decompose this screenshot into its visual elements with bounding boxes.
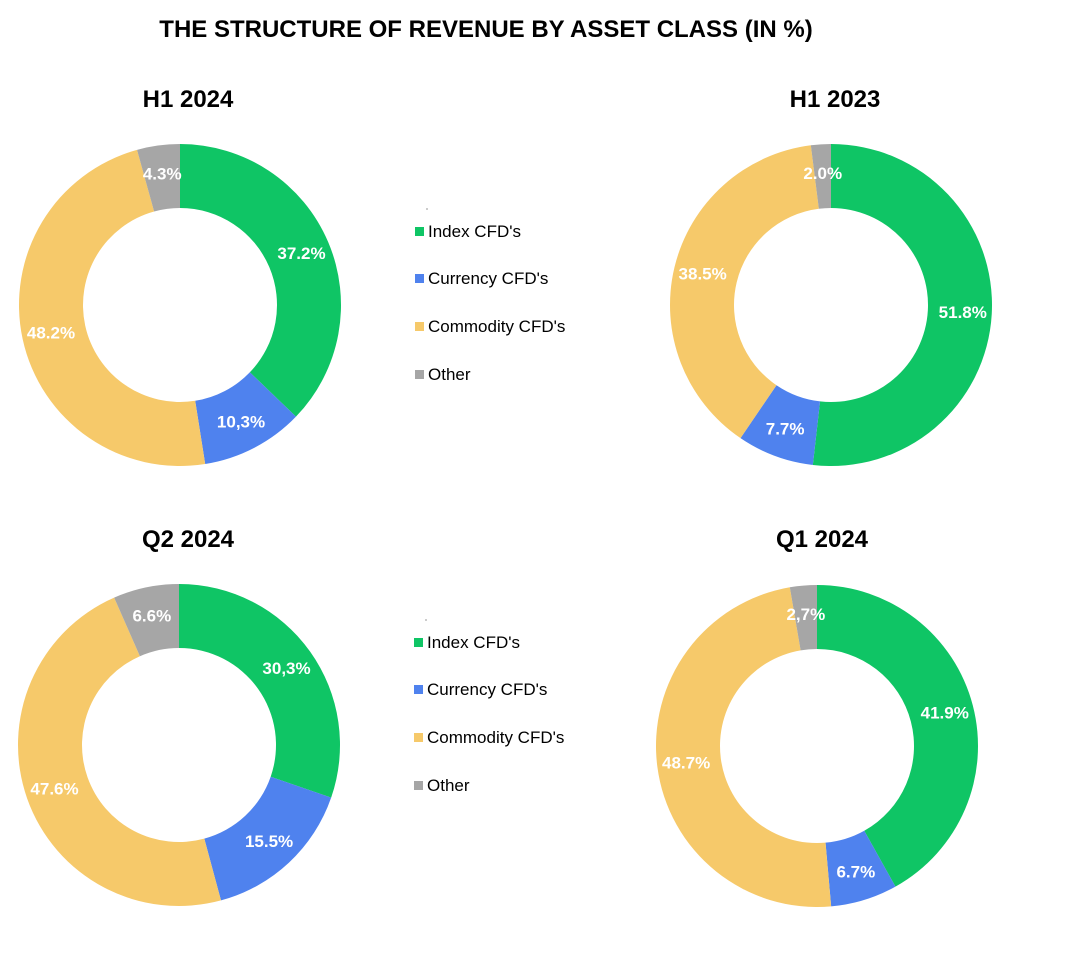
slice-label-index: 37.2% <box>277 244 325 263</box>
legend-label-other: Other <box>427 776 470 795</box>
slice-label-index: 51.8% <box>939 303 987 322</box>
donut-slice-commodity <box>17 597 221 906</box>
legend-item-currency: Currency CFD's <box>415 269 548 289</box>
donut-slice-commodity <box>18 149 206 467</box>
legend-marker-dot <box>425 619 427 621</box>
legend-swatch-commodity <box>415 322 424 331</box>
legend-item-currency: Currency CFD's <box>414 680 547 700</box>
legend-swatch-other <box>414 781 423 790</box>
donut-chart-h1-2024: 37.2% 10,3% 48.2% 4.3% <box>18 144 342 467</box>
slice-label-currency: 10,3% <box>217 413 265 432</box>
donut-slice-index <box>817 585 978 887</box>
legend-label-commodity: Commodity CFD's <box>427 728 565 747</box>
legend-label-other: Other <box>428 365 471 384</box>
legend-swatch-commodity <box>414 733 423 742</box>
slice-label-commodity: 48.7% <box>662 753 710 772</box>
slice-label-index: 41.9% <box>921 703 969 722</box>
slice-label-commodity: 47.6% <box>30 779 78 798</box>
slice-label-currency: 6.7% <box>836 863 875 882</box>
legend-label-index: Index CFD's <box>428 222 521 241</box>
donut-chart-q2-2024: 30,3% 15.5% 47.6% 6.6% <box>17 584 340 906</box>
donut-slice-other <box>789 585 817 651</box>
donut-title-q1-2024: Q1 2024 <box>775 526 869 553</box>
donut-slice-commodity <box>670 145 819 439</box>
slice-label-index: 30,3% <box>262 659 310 678</box>
chart-title: THE STRUCTURE OF REVENUE BY ASSET CLASS … <box>159 16 813 43</box>
legend-swatch-other <box>415 370 424 379</box>
donut-slice-currency <box>195 372 296 465</box>
slice-label-commodity: 38.5% <box>679 265 727 284</box>
legend-item-commodity: Commodity CFD's <box>415 317 565 337</box>
donut-slice-index <box>179 584 340 798</box>
legend-item-index: Index CFD's <box>415 222 521 242</box>
legend-item-index: Index CFD's <box>414 633 520 653</box>
legend-swatch-currency <box>415 274 424 283</box>
legend-swatch-currency <box>414 685 423 694</box>
legend-marker-dot <box>426 208 428 210</box>
donut-slice-currency <box>825 830 896 907</box>
legend-label-commodity: Commodity CFD's <box>428 317 566 336</box>
donut-slice-index <box>180 144 342 417</box>
slice-label-currency: 15.5% <box>245 832 293 851</box>
legend-item-other: Other <box>415 365 471 385</box>
donut-slice-other <box>114 584 179 657</box>
legend-label-currency: Currency CFD's <box>427 680 548 699</box>
donut-title-h1-2024: H1 2024 <box>142 86 234 113</box>
legend-swatch-index <box>415 227 424 236</box>
donut-title-h1-2023: H1 2023 <box>789 86 881 113</box>
slice-label-currency: 7.7% <box>766 419 805 438</box>
donut-slice-other <box>810 144 831 209</box>
legend-item-commodity: Commodity CFD's <box>414 728 564 748</box>
donut-slice-currency <box>740 385 821 465</box>
slice-label-other: 6.6% <box>132 606 171 625</box>
donut-slice-commodity <box>655 587 832 907</box>
legend-swatch-index <box>414 638 423 647</box>
legend-label-index: Index CFD's <box>427 633 520 652</box>
donut-slice-index <box>812 144 992 466</box>
donut-slice-other <box>137 144 180 212</box>
slice-label-other: 2.0% <box>803 164 842 183</box>
donut-title-q2-2024: Q2 2024 <box>141 526 235 553</box>
donut-chart-q1-2024: 41.9% 6.7% 48.7% 2,7% <box>655 585 978 907</box>
donut-slice-currency <box>204 776 332 901</box>
slice-label-other: 2,7% <box>786 605 825 624</box>
donut-chart-h1-2023: 51.8% 7.7% 38.5% 2.0% <box>670 144 992 466</box>
slice-label-commodity: 48.2% <box>27 323 75 342</box>
legend-item-other: Other <box>414 776 470 796</box>
slice-label-other: 4.3% <box>143 165 182 184</box>
legend-label-currency: Currency CFD's <box>428 269 549 288</box>
